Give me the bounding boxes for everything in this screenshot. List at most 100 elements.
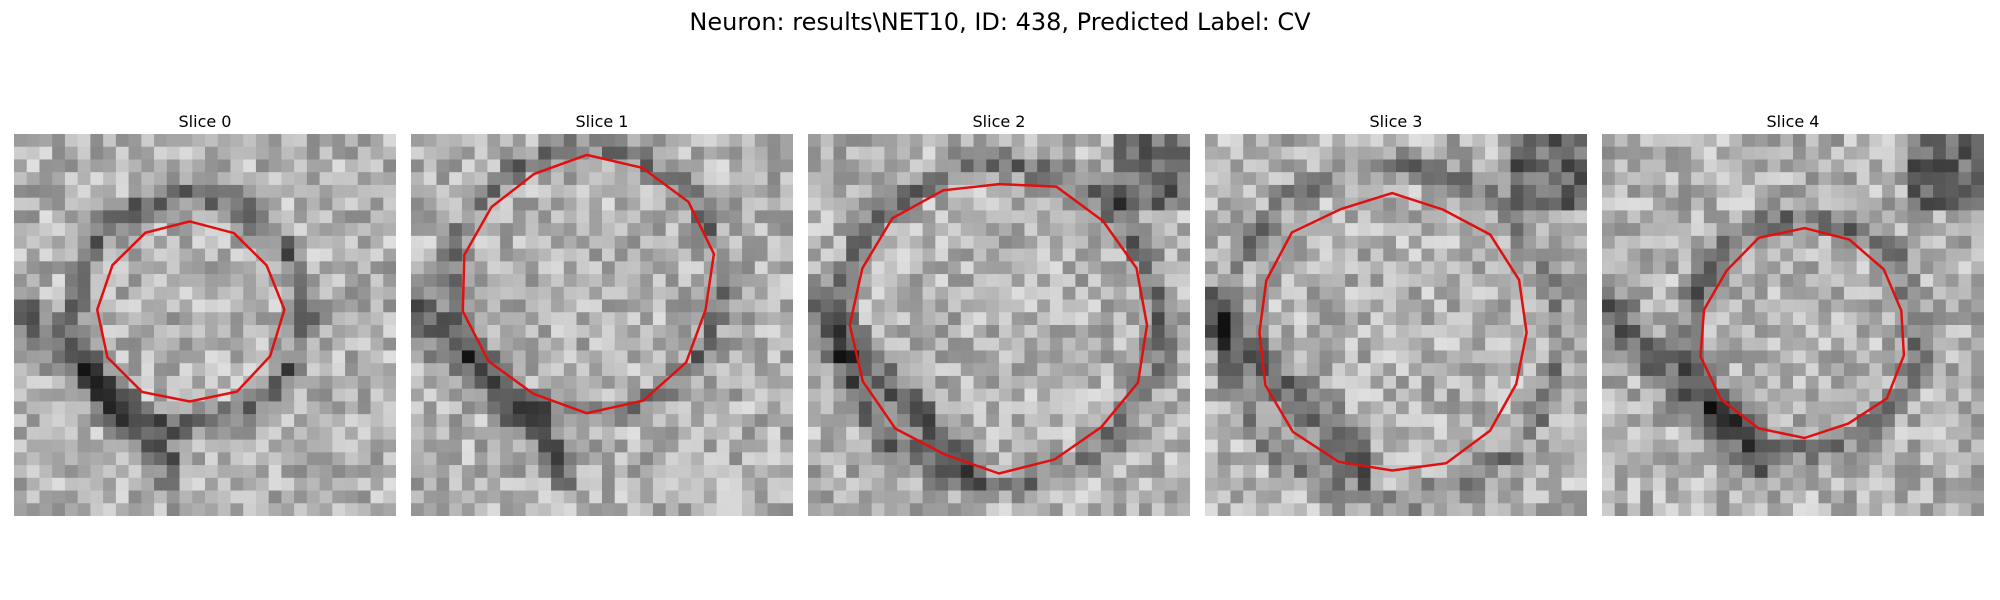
pixel [897,401,910,414]
pixel [358,414,371,427]
pixel [1332,440,1345,453]
pixel [52,159,65,172]
pixel [1704,503,1717,516]
pixel [910,185,923,198]
pixel [1742,287,1755,300]
pixel [320,440,333,453]
pixel [180,185,193,198]
pixel [1409,249,1422,262]
pixel [640,478,653,491]
pixel [1742,363,1755,376]
pixel [935,159,948,172]
pixel [500,325,513,338]
pixel [475,300,488,313]
pixel [589,465,602,478]
pixel [65,440,78,453]
pixel [487,236,500,249]
pixel [436,249,449,262]
pixel [1409,223,1422,236]
pixel [1806,147,1819,160]
pixel [1920,389,1933,402]
pixel [1691,491,1704,504]
pixel [1729,198,1742,211]
pixel [1114,338,1127,351]
pixel [475,465,488,478]
pixel [1768,172,1781,185]
pixel [281,452,294,465]
pixel [27,172,40,185]
pixel [436,172,449,185]
pixel [1615,300,1628,313]
pixel [449,159,462,172]
pixel [1653,134,1666,147]
pixel [999,210,1012,223]
pixel [320,452,333,465]
pixel [14,274,27,287]
pixel [1269,491,1282,504]
pixel [230,503,243,516]
pixel [1294,172,1307,185]
pixel [1818,147,1831,160]
pixel [833,465,846,478]
pixel [1895,274,1908,287]
pixel [821,287,834,300]
pixel [1012,414,1025,427]
pixel [526,134,539,147]
pixel [1421,159,1434,172]
pixel [1857,210,1870,223]
pixel [653,210,666,223]
pixel [526,236,539,249]
pixel [859,427,872,440]
pixel [859,478,872,491]
pixel [294,274,307,287]
pixel [14,325,27,338]
pixel [192,198,205,211]
pixel [1371,401,1384,414]
pixel [436,478,449,491]
pixel [1498,198,1511,211]
pixel [39,312,52,325]
pixel [1704,452,1717,465]
pixel [1768,249,1781,262]
pixel [320,414,333,427]
pixel [141,134,154,147]
pixel [1460,287,1473,300]
pixel [230,223,243,236]
pixel [14,147,27,160]
pixel [1371,236,1384,249]
pixel [640,261,653,274]
pixel [383,376,396,389]
pixel [218,287,231,300]
pixel [449,147,462,160]
pixel [627,210,640,223]
pixel [1768,363,1781,376]
pixel [1024,172,1037,185]
pixel [1383,325,1396,338]
pixel [230,465,243,478]
pixel [640,134,653,147]
pixel [1831,401,1844,414]
pixel [1755,300,1768,313]
pixel [1472,185,1485,198]
pixel [39,198,52,211]
pixel [462,401,475,414]
pixel [154,134,167,147]
pixel [52,427,65,440]
pixel [910,236,923,249]
pixel [1666,274,1679,287]
pixel [872,134,885,147]
pixel [358,338,371,351]
pixel [1666,338,1679,351]
pixel [449,185,462,198]
pixel [1523,427,1536,440]
pixel [205,274,218,287]
pixel [1485,350,1498,363]
pixel [986,389,999,402]
pixel [808,198,821,211]
pixel [1717,465,1730,478]
pixel [1114,300,1127,313]
pixel [1024,491,1037,504]
pixel [65,159,78,172]
pixel [1511,414,1524,427]
pixel [1050,338,1063,351]
